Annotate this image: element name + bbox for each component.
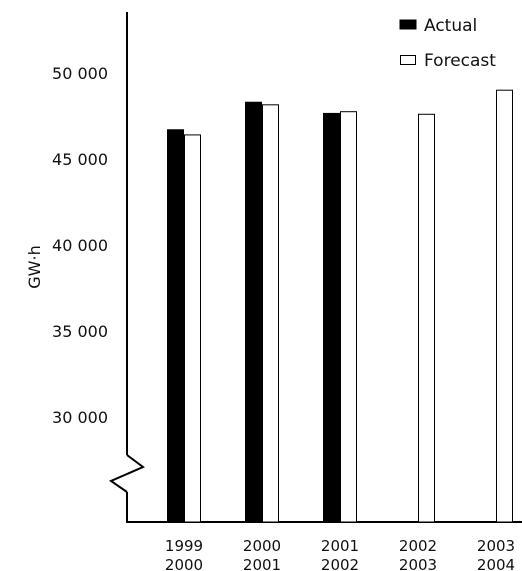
y-tick-labels: 30 000 35 000 40 000 45 000 50 000 [52, 64, 108, 427]
bar-forecast [418, 113, 435, 523]
x-tick-label: 2003 2004 [477, 537, 515, 571]
bars [167, 89, 513, 523]
bar-forecast [262, 104, 279, 523]
y-axis-break [108, 454, 145, 493]
bar-actual [245, 101, 262, 523]
x-tick-label: 2002 2003 [399, 537, 437, 571]
y-tick-label: 30 000 [52, 408, 108, 427]
x-tick-label: 2000 2001 [243, 537, 281, 571]
legend-forecast-swatch [400, 55, 416, 65]
bar-forecast [496, 89, 513, 523]
x-tick-label: 1999 2000 [165, 537, 203, 571]
x-tick-labels: 1999 2000 2000 2001 2001 2002 2002 2003 2003 2004 [165, 537, 515, 571]
bar-actual [323, 112, 340, 523]
y-tick-label: 35 000 [52, 322, 108, 341]
y-tick-label: 40 000 [52, 236, 108, 255]
bar-actual [167, 129, 184, 523]
y-tick-label: 50 000 [52, 64, 108, 83]
x-tick-label: 2001 2002 [321, 537, 359, 571]
legend-actual-label: Actual [424, 16, 477, 36]
legend-actual-swatch [399, 19, 417, 30]
legend: Actual Forecast [399, 16, 496, 71]
y-tick-label: 45 000 [52, 150, 108, 169]
y-axis-title: GW·h [25, 245, 44, 288]
bar-forecast [184, 134, 201, 523]
bar-forecast [340, 111, 357, 523]
legend-forecast-label: Forecast [424, 51, 496, 71]
